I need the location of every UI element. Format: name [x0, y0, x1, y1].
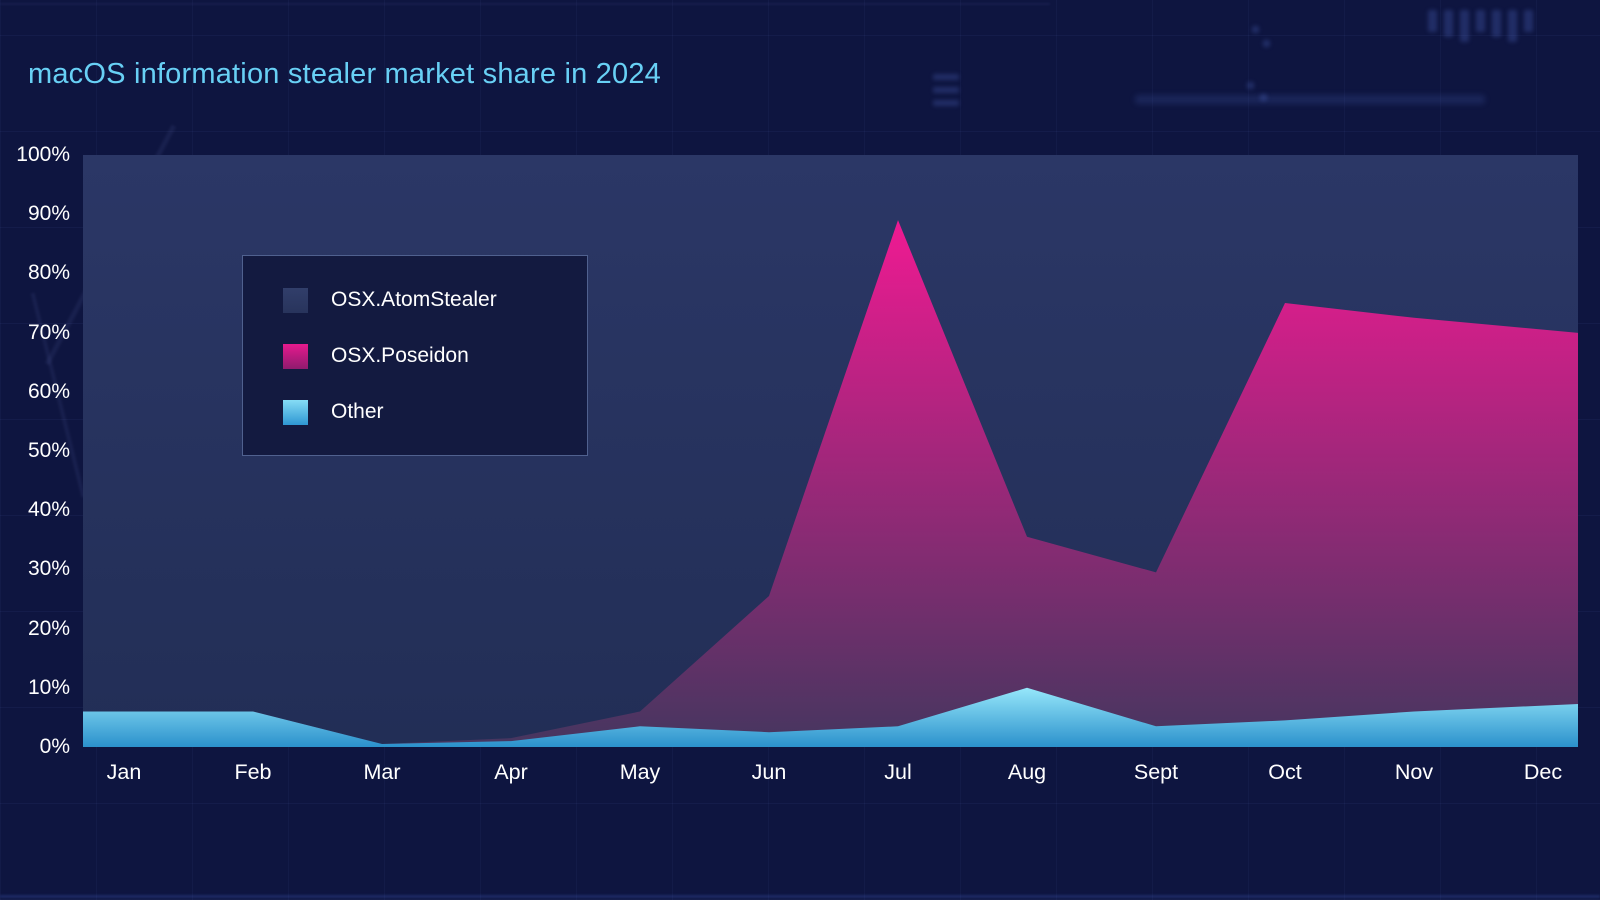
y-axis: 0% 10% 20% 30% 40% 50% 60% 70% 80% 90% 100% — [0, 0, 72, 900]
x-tick-label: Aug — [1007, 760, 1047, 784]
legend-swatch-other — [283, 399, 308, 425]
top-line-decoration — [0, 3, 1050, 5]
y-tick-label: 20% — [27, 616, 70, 640]
y-tick-label: 40% — [27, 498, 70, 522]
barcode-bar-decoration — [1476, 10, 1485, 32]
plot-area — [83, 155, 1578, 747]
stacked-area-chart — [83, 155, 1578, 747]
y-tick-label: 50% — [27, 439, 70, 462]
y-tick-label: 30% — [27, 557, 70, 581]
x-tick-label: Oct — [1268, 760, 1302, 784]
legend-item-other[interactable]: Other — [283, 399, 587, 425]
barcode-bar-decoration — [1492, 10, 1501, 37]
legend-item-osx-atomstealer[interactable]: OSX.AtomStealer — [283, 287, 587, 313]
x-tick-label: Jan — [106, 760, 142, 784]
x-tick-label: Dec — [1523, 760, 1563, 784]
y-tick-label: 80% — [27, 261, 70, 285]
chart-legend: OSX.AtomStealer OSX.Poseidon Other — [242, 255, 588, 456]
legend-swatch-osx-atomstealer — [283, 287, 308, 313]
x-tick-label: Sept — [1133, 760, 1179, 784]
y-tick-label: 90% — [27, 202, 70, 226]
legend-item-osx-poseidon[interactable]: OSX.Poseidon — [283, 343, 587, 369]
page-title: macOS information stealer market share i… — [28, 58, 661, 90]
menu-bars-decoration — [933, 100, 959, 106]
barcode-bar-decoration — [1444, 10, 1453, 37]
x-tick-label: Feb — [234, 760, 272, 784]
dot-decoration — [1252, 26, 1259, 33]
y-tick-label: 70% — [27, 320, 70, 344]
dot-decoration — [1247, 82, 1254, 89]
x-tick-label: Apr — [494, 760, 528, 784]
barcode-bar-decoration — [1524, 10, 1533, 32]
y-tick-label: 100% — [16, 143, 70, 166]
x-tick-label: Mar — [363, 760, 401, 784]
barcode-decoration — [1428, 10, 1548, 42]
x-axis: Jan Feb Mar Apr May Jun Jul Aug Sept Oct Nov Dec — [0, 756, 1600, 790]
y-tick-label: 60% — [27, 379, 70, 403]
y-tick-label: 10% — [27, 675, 70, 699]
x-tick-label: Jun — [751, 760, 787, 784]
menu-bars-decoration — [933, 74, 959, 80]
barcode-bar-decoration — [1428, 10, 1437, 32]
glow-bar-decoration — [1135, 95, 1485, 104]
legend-label: OSX.AtomStealer — [331, 288, 497, 311]
x-tick-label: Nov — [1394, 760, 1434, 784]
legend-label: OSX.Poseidon — [331, 344, 469, 367]
barcode-bar-decoration — [1460, 10, 1469, 42]
legend-swatch-osx-poseidon — [283, 343, 308, 369]
barcode-bar-decoration — [1508, 10, 1517, 42]
x-tick-label: May — [619, 760, 661, 784]
menu-bars-decoration — [933, 87, 959, 93]
x-tick-label: Jul — [884, 760, 912, 784]
y-tick-label: 0% — [39, 735, 70, 758]
dot-decoration — [1260, 94, 1267, 101]
legend-label: Other — [331, 400, 384, 423]
area-other[interactable] — [83, 687, 1578, 747]
bottom-line-decoration — [0, 895, 1600, 898]
dot-decoration — [1263, 40, 1270, 47]
area-osx-poseidon[interactable] — [83, 220, 1578, 747]
